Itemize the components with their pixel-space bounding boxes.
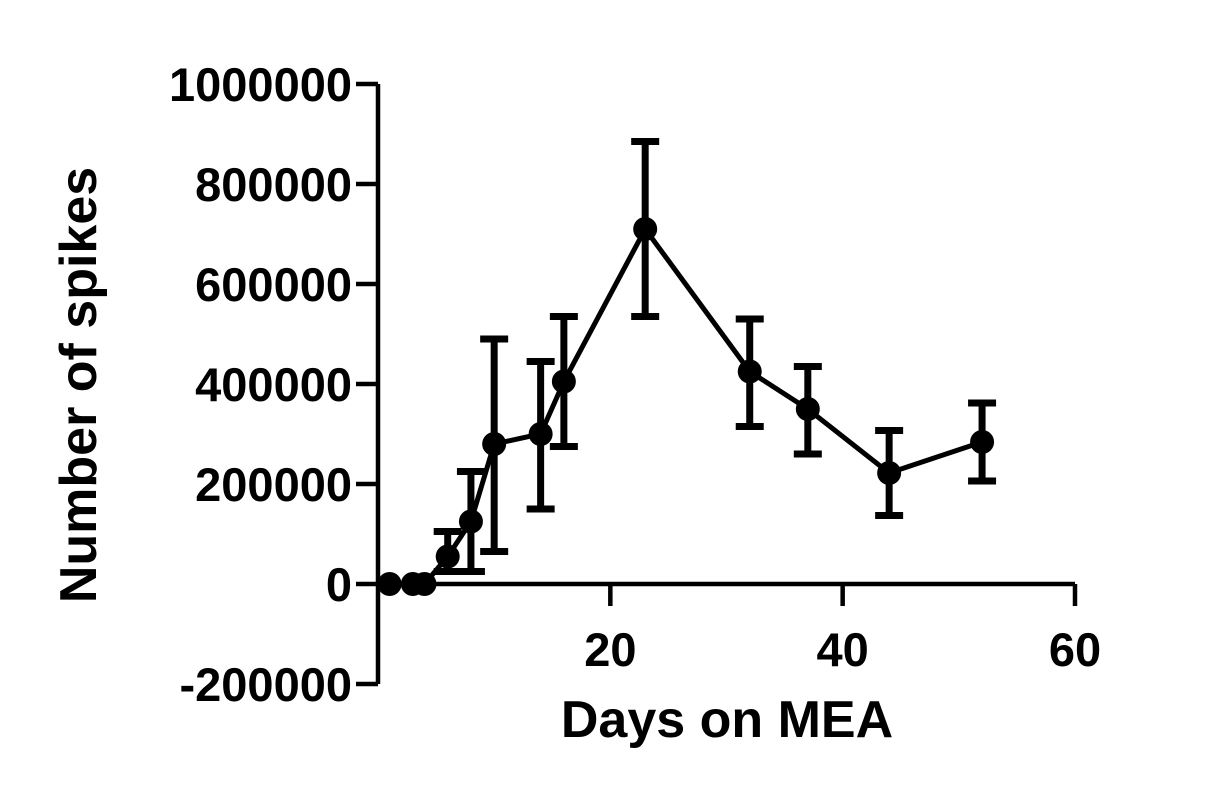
- data-point: [528, 422, 553, 446]
- y-tick-label: 400000: [195, 358, 352, 411]
- y-axis-ticks: -200000 0 200000 400000 600000 800000 1000000: [169, 58, 378, 711]
- data-point: [551, 369, 576, 394]
- data-point: [633, 217, 658, 241]
- x-tick-label: 60: [1049, 623, 1101, 676]
- y-axis-title: Number of spikes: [50, 167, 108, 603]
- data-point: [795, 397, 820, 421]
- data-point: [435, 544, 460, 569]
- data-point: [970, 430, 995, 454]
- y-tick-label: 1000000: [169, 58, 352, 111]
- y-tick-label: 600000: [195, 258, 352, 311]
- y-tick-label: 200000: [195, 458, 352, 511]
- y-tick-label: -200000: [180, 658, 353, 711]
- x-axis-title: Days on MEA: [561, 691, 893, 749]
- x-axis-ticks: 20 40 60: [584, 584, 1101, 676]
- data-point: [412, 572, 437, 596]
- data-point: [377, 572, 402, 596]
- x-tick-label: 40: [817, 623, 869, 676]
- series-group: [377, 138, 997, 596]
- data-point: [482, 432, 507, 456]
- data-point: [877, 461, 902, 485]
- y-tick-label: 0: [326, 558, 352, 611]
- x-tick-label: 20: [584, 623, 636, 676]
- y-tick-label: 800000: [195, 158, 352, 211]
- data-point: [458, 509, 483, 534]
- axes: [375, 84, 1075, 684]
- data-point: [737, 359, 762, 384]
